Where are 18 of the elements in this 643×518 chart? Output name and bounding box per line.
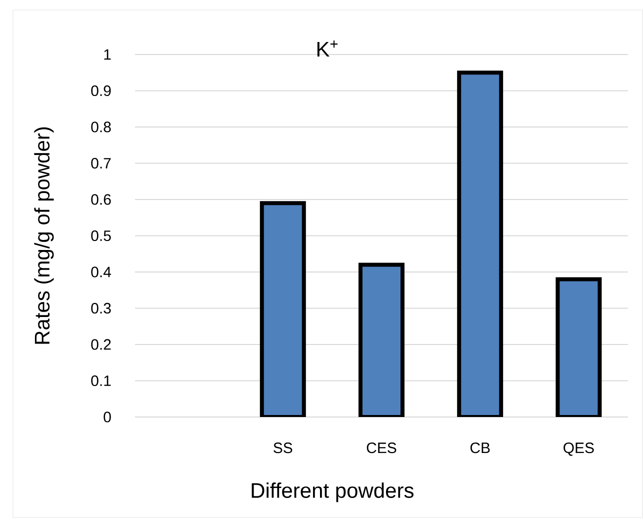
x-tick-label: CB xyxy=(470,442,490,454)
x-tick-label: QES xyxy=(564,442,594,456)
x-tick-label: SS xyxy=(274,442,292,454)
y-tick-label: 0.1 xyxy=(91,375,111,386)
y-tick-label: 0.4 xyxy=(91,266,112,278)
y-tick-label: 0 xyxy=(104,412,111,422)
chart-title: K$^{+}$ xyxy=(317,40,338,56)
x-axis-title: Different powders xyxy=(252,482,414,502)
y-tick-label: 0.6 xyxy=(91,194,111,205)
y-tick-label: 0.9 xyxy=(91,85,111,96)
y-tick-label: 0.2 xyxy=(91,339,111,350)
y-tick-label: 0.7 xyxy=(91,158,111,169)
x-tick-label: CES xyxy=(366,442,396,454)
y-tick-label: 0.3 xyxy=(91,302,111,314)
y-tick-label: 1 xyxy=(104,49,111,60)
y-tick-label: 0.5 xyxy=(91,230,111,242)
y-tick-label: 0.8 xyxy=(91,122,111,132)
y-axis-title: Rates (mg/g of powder) xyxy=(34,127,54,344)
